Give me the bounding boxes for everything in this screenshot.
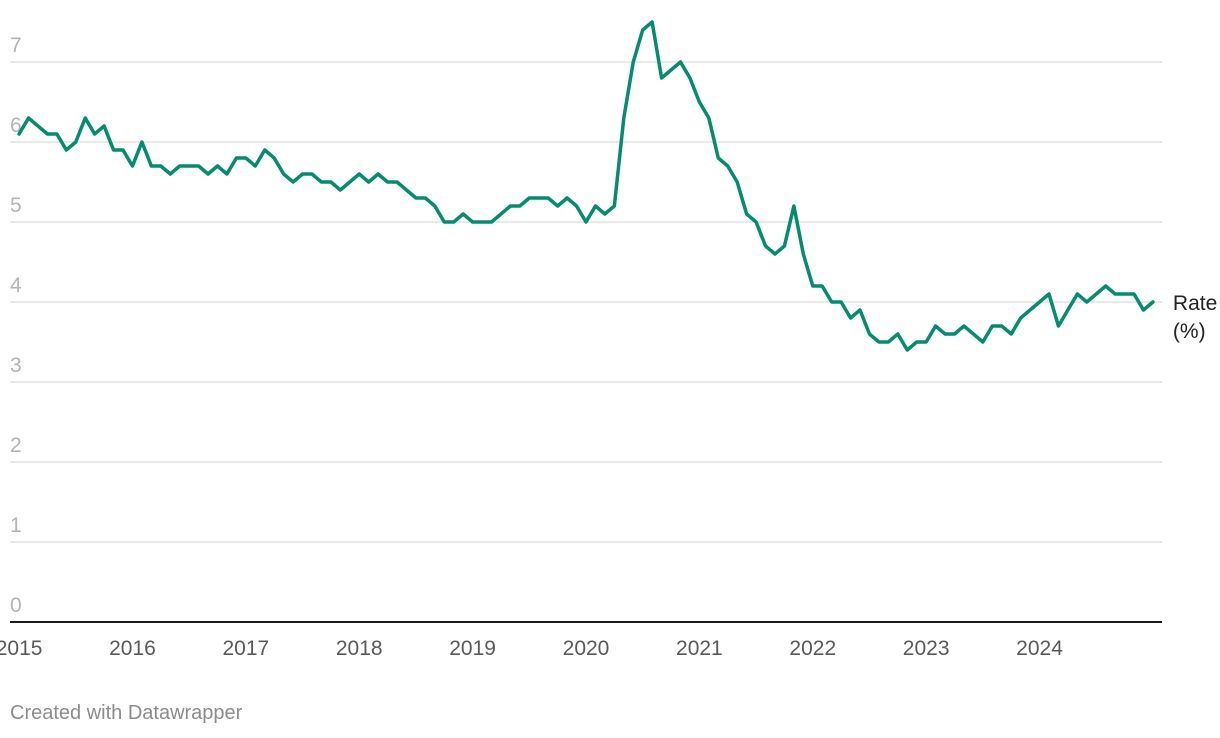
series-label-line: Rate [1173,292,1217,315]
x-tick-label-2020: 2020 [563,637,610,660]
series-label-line: (%) [1173,320,1206,343]
y-tick-label-0: 0 [10,594,22,617]
y-axis-ticks: 0 1 2 3 4 5 6 7 [10,34,22,617]
line-chart: 0 1 2 3 4 5 6 7 2015 2016 2017 2018 2019 2020 2021 202… [0,20,1217,660]
x-tick-label-2018: 2018 [336,637,383,660]
credit-footer: Created with Datawrapper [10,702,243,724]
x-tick-label-2017: 2017 [222,637,269,660]
x-tick-label-2016: 2016 [109,637,156,660]
y-tick-label-5: 5 [10,194,22,217]
y-tick-label-6: 6 [10,114,22,137]
x-tick-label-2021: 2021 [676,637,723,660]
y-tick-label-2: 2 [10,434,22,457]
series-line-0 [17,20,1155,352]
x-axis-ticks: 2015 2016 2017 2018 2019 2020 2021 2022 2023 2024 [0,637,1063,660]
y-tick-label-3: 3 [10,354,22,377]
x-tick-label-2022: 2022 [789,637,836,660]
series-labels: Rate (%) [1173,292,1217,343]
x-tick-label-2023: 2023 [903,637,950,660]
x-tick-label-2019: 2019 [449,637,496,660]
y-tick-label-4: 4 [10,274,22,297]
gridlines [10,61,1162,623]
y-tick-label-7: 7 [10,34,22,57]
x-tick-label-2024: 2024 [1016,637,1063,660]
x-tick-label-2015: 2015 [0,637,42,660]
series-label-0: Rate (%) [1173,292,1217,343]
series-lines [17,20,1155,352]
y-tick-label-1: 1 [10,514,22,537]
